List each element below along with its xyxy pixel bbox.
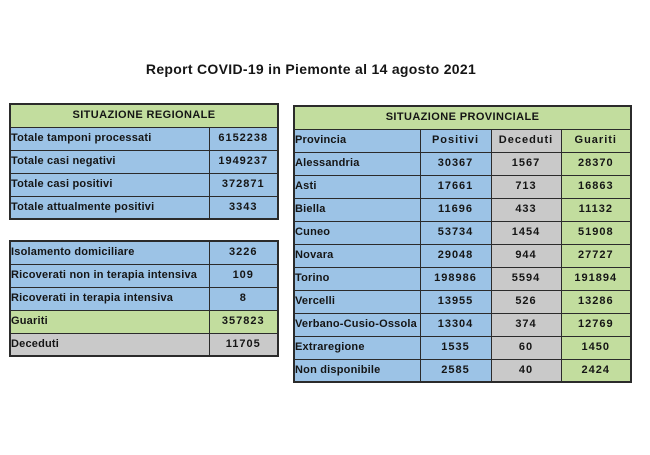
table-row: Guariti 357823	[9, 309, 279, 334]
provincia-cell: Alessandria	[293, 151, 421, 176]
provincia-cell: Non disponibile	[293, 358, 421, 383]
guariti-cell: 27727	[560, 243, 632, 268]
guariti-cell: 51908	[560, 220, 632, 245]
table-row: Cuneo 53734 1454 51908	[293, 220, 632, 245]
table-row: Non disponibile 2585 40 2424	[293, 358, 632, 383]
metric-value: 372871	[208, 172, 279, 197]
metric-value: 6152238	[208, 126, 279, 151]
provincia-cell: Torino	[293, 266, 421, 291]
table-row: Totale casi negativi 1949237	[9, 149, 279, 174]
positivi-cell: 13304	[419, 312, 492, 337]
deceduti-cell: 713	[490, 174, 562, 199]
provincia-cell: Verbano-Cusio-Ossola	[293, 312, 421, 337]
provincia-cell: Cuneo	[293, 220, 421, 245]
table-row: Verbano-Cusio-Ossola 13304 374 12769	[293, 312, 632, 337]
table-row: Extraregione 1535 60 1450	[293, 335, 632, 360]
metric-label: Totale casi positivi	[9, 172, 210, 197]
guariti-cell: 1450	[560, 335, 632, 360]
table-row: Ricoverati non in terapia intensiva 109	[9, 263, 279, 288]
table-row: Torino 198986 5594 191894	[293, 266, 632, 291]
metric-label: Ricoverati non in terapia intensiva	[9, 263, 210, 288]
provincia-cell: Extraregione	[293, 335, 421, 360]
positivi-cell: 198986	[419, 266, 492, 291]
guariti-cell: 11132	[560, 197, 632, 222]
column-header-guariti: Guariti	[560, 128, 632, 153]
positivi-cell: 1535	[419, 335, 492, 360]
deceduti-cell: 374	[490, 312, 562, 337]
deceduti-cell: 1454	[490, 220, 562, 245]
table-row: Totale casi positivi 372871	[9, 172, 279, 197]
deceduti-cell: 944	[490, 243, 562, 268]
table-header-row: SITUAZIONE PROVINCIALE	[293, 105, 632, 130]
column-header-positivi: Positivi	[419, 128, 492, 153]
metric-value: 357823	[208, 309, 279, 334]
table-row: Asti 17661 713 16863	[293, 174, 632, 199]
positivi-cell: 29048	[419, 243, 492, 268]
table-row: Totale tamponi processati 6152238	[9, 126, 279, 151]
metric-value: 3226	[208, 240, 279, 265]
regional-table-title: SITUAZIONE REGIONALE	[9, 103, 279, 128]
table-row: Vercelli 13955 526 13286	[293, 289, 632, 314]
metric-label: Totale attualmente positivi	[9, 195, 210, 220]
guariti-cell: 2424	[560, 358, 632, 383]
metric-value: 1949237	[208, 149, 279, 174]
table-row: Deceduti 11705	[9, 332, 279, 357]
positivi-cell: 2585	[419, 358, 492, 383]
guariti-cell: 191894	[560, 266, 632, 291]
column-header-provincia: Provincia	[293, 128, 421, 153]
table-row: Totale attualmente positivi 3343	[9, 195, 279, 220]
metric-value: 109	[208, 263, 279, 288]
metric-label: Ricoverati in terapia intensiva	[9, 286, 210, 311]
metric-label: Isolamento domiciliare	[9, 240, 210, 265]
deceduti-cell: 5594	[490, 266, 562, 291]
provincial-table-title: SITUAZIONE PROVINCIALE	[293, 105, 632, 130]
metric-label: Totale tamponi processati	[9, 126, 210, 151]
provincia-cell: Vercelli	[293, 289, 421, 314]
table-row: Biella 11696 433 11132	[293, 197, 632, 222]
column-header-deceduti: Deceduti	[490, 128, 562, 153]
column-header-row: Provincia Positivi Deceduti Guariti	[293, 128, 632, 153]
positivi-cell: 30367	[419, 151, 492, 176]
deceduti-cell: 40	[490, 358, 562, 383]
provincial-table: SITUAZIONE PROVINCIALE Provincia Positiv…	[293, 105, 633, 383]
positivi-cell: 13955	[419, 289, 492, 314]
metric-label: Totale casi negativi	[9, 149, 210, 174]
provincia-cell: Asti	[293, 174, 421, 199]
table-row: Alessandria 30367 1567 28370	[293, 151, 632, 176]
guariti-cell: 13286	[560, 289, 632, 314]
regional-table: SITUAZIONE REGIONALE Totale tamponi proc…	[9, 103, 279, 220]
guariti-cell: 16863	[560, 174, 632, 199]
deceduti-cell: 1567	[490, 151, 562, 176]
metric-label: Deceduti	[9, 332, 210, 357]
table-row: Novara 29048 944 27727	[293, 243, 632, 268]
table-row: Isolamento domiciliare 3226	[9, 240, 279, 265]
positivi-cell: 17661	[419, 174, 492, 199]
positivi-cell: 11696	[419, 197, 492, 222]
metric-value: 8	[208, 286, 279, 311]
metric-value: 3343	[208, 195, 279, 220]
table-row: Ricoverati in terapia intensiva 8	[9, 286, 279, 311]
guariti-cell: 12769	[560, 312, 632, 337]
metric-label: Guariti	[9, 309, 210, 334]
status-table: Isolamento domiciliare 3226 Ricoverati n…	[9, 240, 279, 357]
guariti-cell: 28370	[560, 151, 632, 176]
deceduti-cell: 526	[490, 289, 562, 314]
metric-value: 11705	[208, 332, 279, 357]
page-title: Report COVID-19 in Piemonte al 14 agosto…	[145, 61, 477, 77]
deceduti-cell: 60	[490, 335, 562, 360]
provincia-cell: Biella	[293, 197, 421, 222]
positivi-cell: 53734	[419, 220, 492, 245]
provincia-cell: Novara	[293, 243, 421, 268]
table-header-row: SITUAZIONE REGIONALE	[9, 103, 279, 128]
deceduti-cell: 433	[490, 197, 562, 222]
